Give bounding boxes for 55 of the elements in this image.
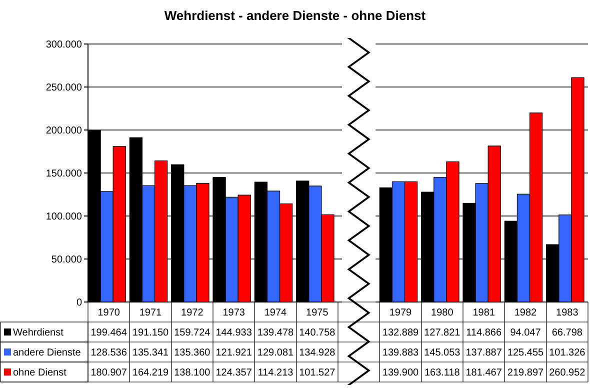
data-label: 125.455 xyxy=(507,348,544,358)
data-label: 199.464 xyxy=(90,328,128,338)
data-label: 121.921 xyxy=(216,348,252,358)
data-label: 114.866 xyxy=(466,328,502,338)
x-tick-label: 1981 xyxy=(472,308,496,318)
x-tick-label: 1971 xyxy=(139,308,162,318)
x-tick-label: 1975 xyxy=(306,308,329,318)
data-label: 181.467 xyxy=(466,368,502,378)
x-tick-label: 1982 xyxy=(514,308,538,318)
data-label: 135.360 xyxy=(174,348,211,358)
y-tick-label: 250.000 xyxy=(46,82,82,94)
data-label: 66.798 xyxy=(552,328,583,338)
data-label: 144.933 xyxy=(216,328,252,338)
data-label: 139.883 xyxy=(382,348,420,358)
data-label: 191.150 xyxy=(132,328,170,338)
data-label: 94.047 xyxy=(510,328,542,338)
x-tick-label: 1972 xyxy=(181,308,204,318)
data-label: 140.758 xyxy=(299,328,336,338)
data-label: 159.724 xyxy=(174,328,211,338)
data-label: 129.081 xyxy=(257,348,294,358)
data-label: 164.219 xyxy=(132,368,170,378)
data-label: 138.100 xyxy=(174,368,211,378)
x-tick-label: 1979 xyxy=(389,308,412,318)
y-tick-label: 200.000 xyxy=(46,126,82,136)
legend-label: andere Dienste xyxy=(13,348,82,358)
y-tick-label: 0 xyxy=(76,298,82,308)
data-label: 101.527 xyxy=(299,368,336,378)
legend-label: ohne Dienst xyxy=(13,368,67,378)
data-label: 219.897 xyxy=(507,368,544,378)
chart-title: Wehrdienst - andere Dienste - ohne Dienst xyxy=(164,8,426,23)
data-label: 145.053 xyxy=(424,348,461,358)
y-tick-label: 300.000 xyxy=(46,40,82,50)
data-label: 124.357 xyxy=(216,368,252,378)
data-label: 132.889 xyxy=(382,328,420,338)
data-label: 101.326 xyxy=(549,348,586,358)
y-tick-label: 150.000 xyxy=(46,168,82,180)
y-tick-label: 50.000 xyxy=(51,254,82,266)
x-tick-label: 1973 xyxy=(222,308,246,318)
data-label: 163.118 xyxy=(424,368,460,378)
data-label: 114.213 xyxy=(258,368,294,378)
x-tick-label: 1983 xyxy=(556,308,579,318)
y-tick-label: 100.000 xyxy=(46,212,82,222)
data-label: 139.478 xyxy=(257,328,294,338)
data-label: 128.536 xyxy=(90,348,128,358)
data-label: 127.821 xyxy=(424,328,461,338)
data-label: 137.887 xyxy=(466,348,502,358)
legend-label: Wehrdienst xyxy=(13,328,64,338)
data-label: 135.341 xyxy=(132,348,170,358)
data-label: 139.900 xyxy=(382,368,420,378)
x-tick-label: 1980 xyxy=(431,308,454,318)
x-tick-label: 1974 xyxy=(264,308,288,318)
data-label: 260.952 xyxy=(549,368,586,378)
data-label: 180.907 xyxy=(90,368,128,378)
data-label: 134.928 xyxy=(299,348,336,358)
x-tick-label: 1970 xyxy=(98,308,120,318)
